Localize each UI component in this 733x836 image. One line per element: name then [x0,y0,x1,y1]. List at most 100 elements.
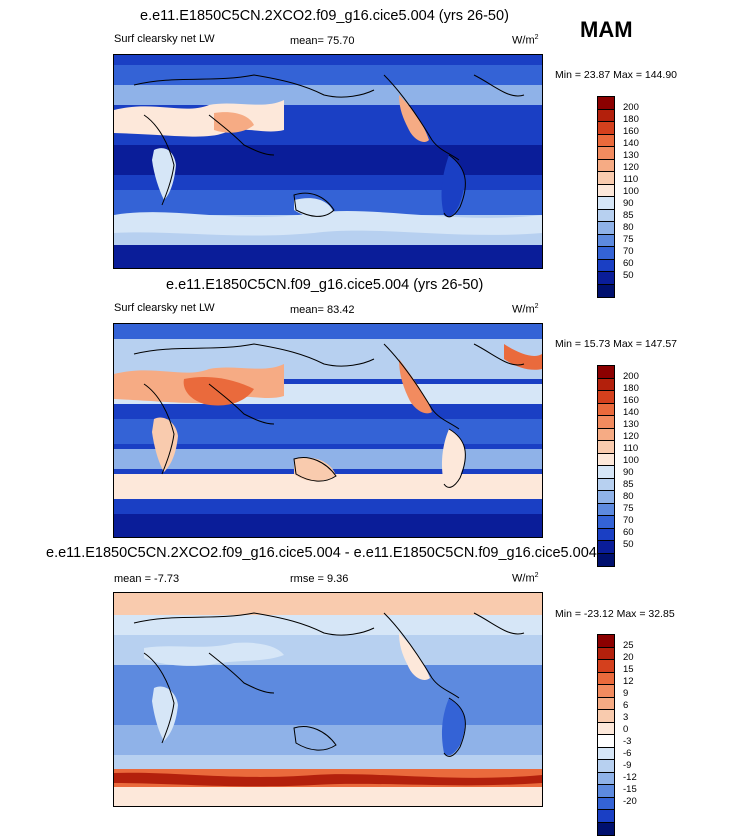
colorbar-label: 160 [623,395,639,406]
panel3-colorbar [597,634,615,836]
colorbar-label: 130 [623,150,639,161]
colorbar-swatch [598,660,614,673]
panel3-map [113,592,543,807]
colorbar-label: 85 [623,479,634,490]
colorbar-swatch [598,109,614,122]
colorbar-label: 0 [623,724,629,735]
colorbar-swatch [598,416,614,429]
colorbar-swatch [598,366,614,379]
colorbar-swatch [598,159,614,172]
colorbar-label: 60 [623,258,634,269]
colorbar-swatch [598,503,614,516]
colorbar-swatch [598,441,614,454]
colorbar-swatch [598,234,614,247]
panel3-title: e.e11.E1850C5CN.2XCO2.f09_g16.cice5.004 … [46,545,597,561]
colorbar-label: 140 [623,407,639,418]
panel2-colorbar [597,365,615,567]
colorbar-swatch [598,516,614,529]
panel1-minmax: Min = 23.87 Max = 144.90 [555,69,677,81]
colorbar-label: 120 [623,162,639,173]
colorbar-label: 130 [623,419,639,430]
colorbar-label: -15 [623,784,637,795]
colorbar-label: 70 [623,246,634,257]
colorbar-label: 20 [623,652,634,663]
colorbar-swatch [598,172,614,185]
colorbar-label: -6 [623,748,632,759]
colorbar-label: 50 [623,539,634,550]
colorbar-swatch [598,528,614,541]
season-label: MAM [580,17,633,42]
colorbar-label: 180 [623,114,639,125]
colorbar-swatch [598,247,614,260]
colorbar-swatch [598,785,614,798]
colorbar-swatch [598,147,614,160]
colorbar-label: 9 [623,688,629,699]
colorbar-swatch [598,403,614,416]
colorbar-swatch [598,184,614,197]
colorbar-label: 100 [623,455,639,466]
colorbar-swatch [598,466,614,479]
colorbar-swatch [598,391,614,404]
panel1-title: e.e11.E1850C5CN.2XCO2.f09_g16.cice5.004 … [140,8,509,24]
colorbar-swatch [598,635,614,648]
colorbar-swatch [598,134,614,147]
colorbar-label: 120 [623,431,639,442]
colorbar-label: 25 [623,640,634,651]
panel1-variable-label: Surf clearsky net LW [114,33,215,45]
panel2-map [113,323,543,538]
colorbar-swatch [598,760,614,773]
colorbar-label: 75 [623,234,634,245]
colorbar-swatch [598,772,614,785]
colorbar-label: 12 [623,676,634,687]
panel3-rmse-label: rmse = 9.36 [290,573,349,585]
colorbar-swatch [598,478,614,491]
colorbar-label: 180 [623,383,639,394]
colorbar-label: 15 [623,664,634,675]
panel2-variable-label: Surf clearsky net LW [114,302,215,314]
colorbar-label: 75 [623,503,634,514]
colorbar-swatch [598,697,614,710]
colorbar-swatch [598,222,614,235]
colorbar-swatch [598,672,614,685]
colorbar-label: 80 [623,222,634,233]
colorbar-label: 70 [623,515,634,526]
panel2-units: W/m2 [512,303,539,316]
panel3-minmax: Min = -23.12 Max = 32.85 [555,608,675,620]
colorbar-label: 140 [623,138,639,149]
colorbar-label: 90 [623,198,634,209]
colorbar-label: 60 [623,527,634,538]
colorbar-swatch [598,647,614,660]
panel1-map [113,54,543,269]
colorbar-label: 50 [623,270,634,281]
colorbar-swatch [598,541,614,554]
colorbar-label: 200 [623,102,639,113]
colorbar-swatch [598,453,614,466]
colorbar-swatch [598,284,614,297]
colorbar-label: 85 [623,210,634,221]
colorbar-swatch [598,685,614,698]
panel2-title: e.e11.E1850C5CN.f09_g16.cice5.004 (yrs 2… [166,277,484,293]
colorbar-label: 110 [623,443,639,454]
colorbar-label: 90 [623,467,634,478]
colorbar-swatch [598,122,614,135]
colorbar-label: -3 [623,736,632,747]
colorbar-swatch [598,797,614,810]
colorbar-label: -20 [623,796,637,807]
colorbar-label: -12 [623,772,637,783]
colorbar-swatch [598,710,614,723]
colorbar-swatch [598,491,614,504]
colorbar-swatch [598,822,614,835]
colorbar-swatch [598,378,614,391]
colorbar-swatch [598,735,614,748]
colorbar-swatch [598,272,614,285]
colorbar-swatch [598,722,614,735]
panel1-units: W/m2 [512,34,539,47]
colorbar-label: 100 [623,186,639,197]
colorbar-swatch [598,428,614,441]
colorbar-label: 80 [623,491,634,502]
panel2-mean-label: mean= 83.42 [290,304,355,316]
colorbar-swatch [598,747,614,760]
panel1-mean-label: mean= 75.70 [290,35,355,47]
colorbar-swatch [598,197,614,210]
colorbar-swatch [598,209,614,222]
